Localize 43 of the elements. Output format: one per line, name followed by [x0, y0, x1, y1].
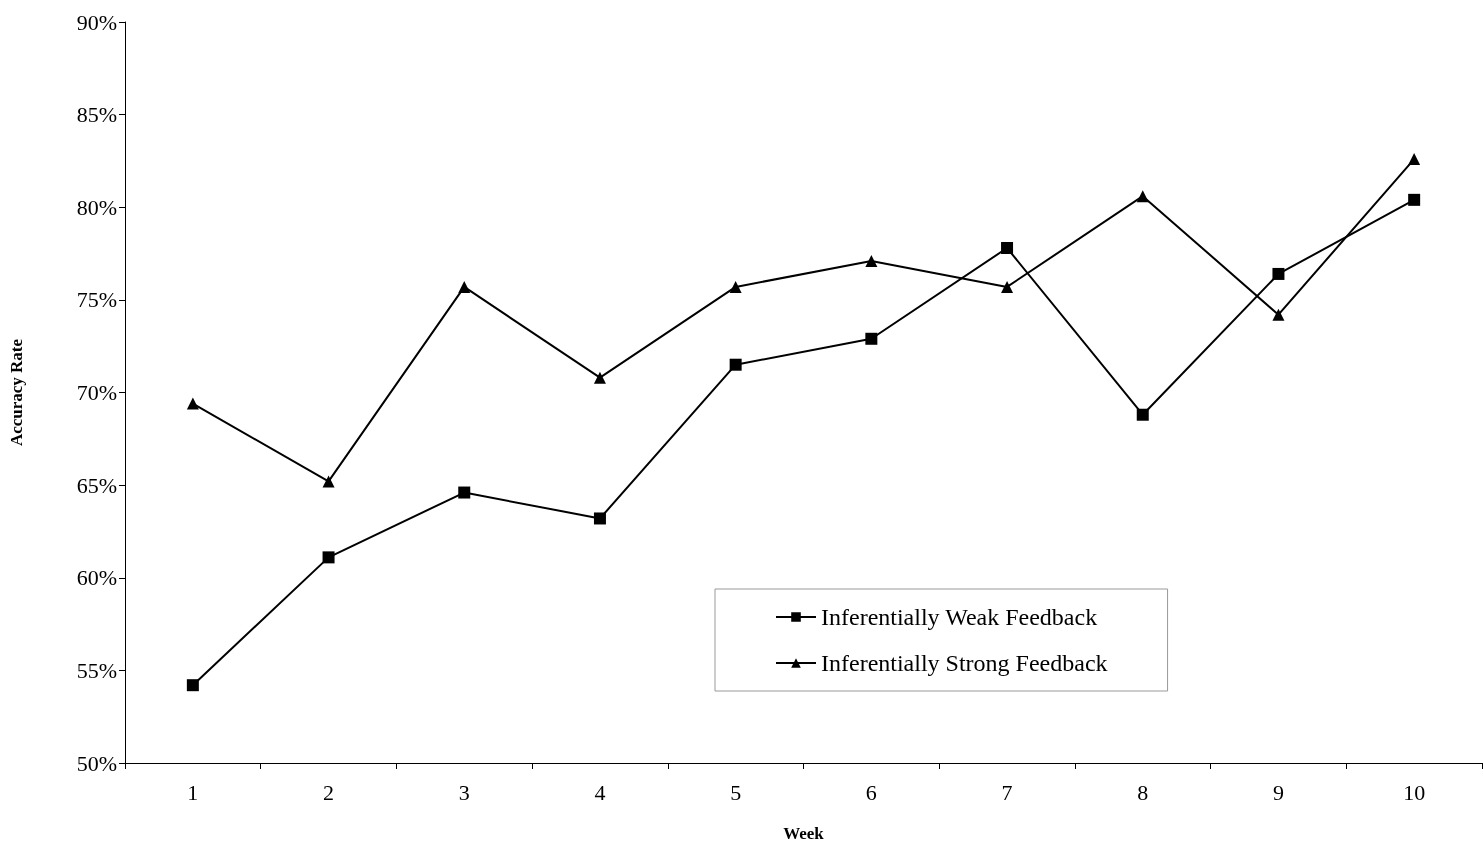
- point: [593, 512, 606, 525]
- y-axis-title: Accuracy Rate: [7, 338, 26, 447]
- point: [1272, 308, 1285, 321]
- point: [322, 551, 335, 564]
- point: [729, 358, 742, 371]
- y-tick-label: 90%: [76, 9, 117, 35]
- point: [1136, 408, 1149, 421]
- point: [458, 486, 471, 499]
- x-tick-label: 3: [458, 779, 470, 805]
- point: [1272, 267, 1285, 280]
- x-tick-label: 5: [730, 779, 742, 805]
- point: [1001, 242, 1014, 255]
- point: [458, 280, 471, 293]
- point: [1408, 153, 1421, 166]
- point: [729, 280, 742, 293]
- y-tick-label: 55%: [76, 657, 117, 683]
- point: [1001, 280, 1014, 293]
- legend-label: Inferentially Weak Feedback: [821, 604, 1098, 630]
- y-tick-label: 60%: [76, 565, 117, 591]
- point: [865, 254, 878, 267]
- point: [186, 397, 199, 410]
- x-tick-label: 1: [187, 779, 199, 805]
- point: [186, 679, 199, 692]
- x-tick-label: 10: [1403, 779, 1426, 805]
- legend-label: Inferentially Strong Feedback: [821, 650, 1108, 676]
- y-tick-label: 85%: [76, 102, 117, 128]
- y-tick-label: 50%: [76, 750, 117, 776]
- x-axis-title: Week: [783, 824, 825, 843]
- y-tick-label: 65%: [76, 472, 117, 498]
- y-tick-label: 80%: [76, 194, 117, 220]
- point: [865, 332, 878, 345]
- x-tick-label: 7: [1001, 779, 1013, 805]
- y-tick-label: 75%: [76, 287, 117, 313]
- point: [593, 371, 606, 384]
- x-tick-label: 9: [1272, 779, 1284, 805]
- x-tick-label: 2: [323, 779, 335, 805]
- x-tick-label: 6: [865, 779, 877, 805]
- x-tick-label: 8: [1137, 779, 1149, 805]
- point: [322, 475, 335, 488]
- point: [1408, 193, 1421, 206]
- y-tick-label: 70%: [76, 380, 117, 405]
- point: [1136, 190, 1149, 203]
- x-tick-label: 4: [594, 779, 606, 805]
